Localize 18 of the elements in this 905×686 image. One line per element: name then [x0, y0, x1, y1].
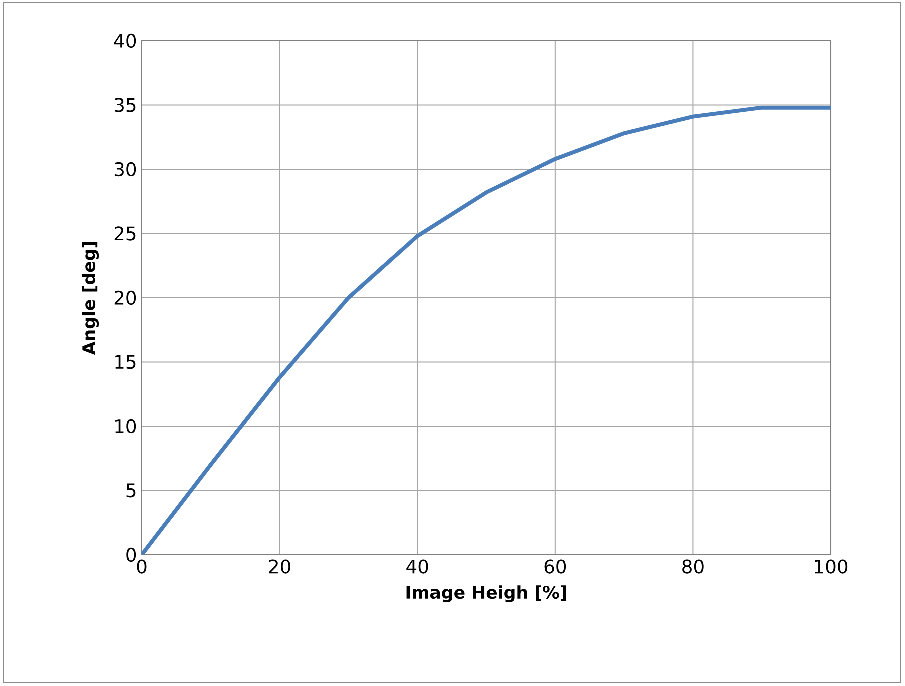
y-tick-label: 0 — [126, 548, 136, 562]
x-tick-label: 80 — [682, 560, 704, 574]
y-tick-label: 25 — [114, 226, 136, 241]
y-axis-title: Angle [deg] — [82, 242, 100, 356]
x-tick-label: 100 — [815, 560, 848, 574]
y-tick-label: 40 — [114, 34, 136, 48]
y-tick-label: 10 — [116, 419, 136, 434]
x-tick-label: 20 — [269, 560, 290, 574]
y-tick-label: 30 — [114, 162, 136, 177]
x-tick-label: 40 — [406, 560, 428, 574]
y-tick-label: 15 — [116, 355, 136, 370]
y-tick-label: 5 — [126, 484, 136, 498]
y-tick-label: 35 — [114, 98, 136, 112]
line-series — [142, 106, 832, 555]
x-tick-label: 60 — [544, 560, 566, 574]
x-tick-label: 0 — [137, 560, 147, 574]
y-tick-label: 20 — [114, 290, 136, 306]
x-axis-title: Image Heigh [%] — [406, 586, 566, 603]
